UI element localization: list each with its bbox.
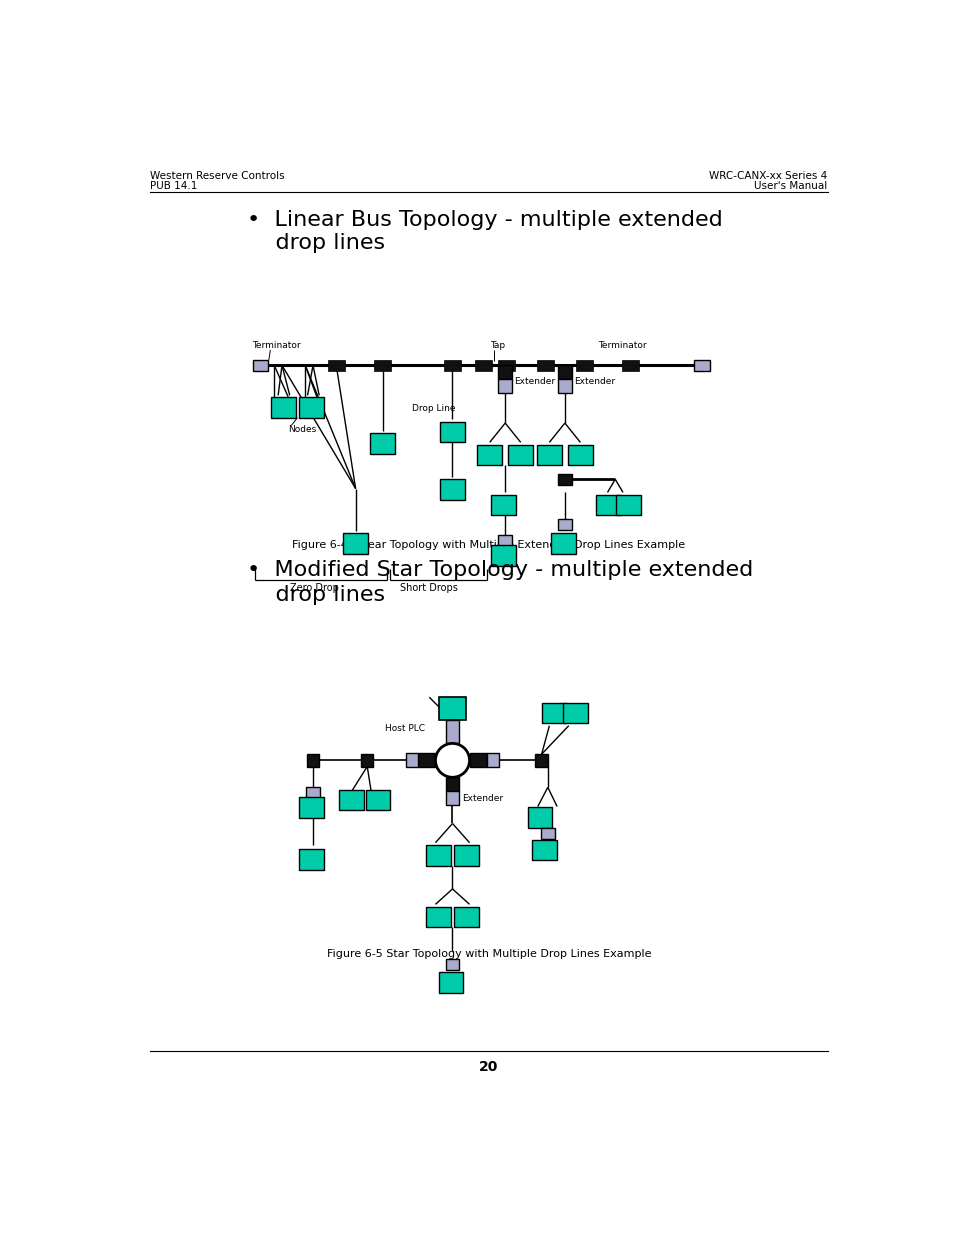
Bar: [271, 396, 295, 417]
Text: Nodes: Nodes: [288, 425, 316, 435]
Text: Drop Line: Drop Line: [412, 404, 456, 412]
Bar: [298, 396, 323, 417]
Bar: [443, 359, 460, 370]
Bar: [439, 479, 464, 500]
Bar: [298, 798, 323, 818]
Text: 20: 20: [478, 1060, 498, 1073]
Text: Terminator: Terminator: [253, 341, 301, 350]
Bar: [454, 845, 478, 866]
Bar: [307, 755, 319, 767]
Bar: [596, 495, 620, 515]
Text: Host PLC: Host PLC: [385, 724, 425, 734]
Text: Terminator: Terminator: [598, 341, 646, 350]
Bar: [454, 906, 478, 927]
Text: Extender: Extender: [461, 794, 502, 803]
Bar: [476, 445, 501, 466]
Bar: [253, 359, 268, 370]
Bar: [558, 520, 571, 530]
Bar: [558, 379, 571, 393]
Bar: [328, 359, 344, 370]
Bar: [426, 845, 451, 866]
Bar: [497, 379, 512, 393]
Bar: [360, 755, 373, 767]
Bar: [469, 753, 486, 767]
Text: •  Linear Bus Topology - multiple extended: • Linear Bus Topology - multiple extende…: [247, 210, 722, 230]
Text: Short Drops: Short Drops: [400, 583, 457, 593]
Bar: [426, 906, 451, 927]
Bar: [418, 753, 435, 767]
Bar: [445, 792, 459, 805]
Bar: [491, 495, 516, 515]
Text: User's Manual: User's Manual: [754, 182, 827, 191]
Bar: [558, 366, 571, 379]
Bar: [370, 433, 395, 454]
Bar: [558, 474, 571, 484]
Bar: [535, 755, 547, 767]
Bar: [497, 535, 512, 546]
Bar: [537, 359, 554, 370]
Bar: [694, 359, 709, 370]
Text: WRC-CANX-xx Series 4: WRC-CANX-xx Series 4: [709, 172, 827, 182]
Bar: [562, 703, 587, 724]
Bar: [374, 359, 391, 370]
Bar: [438, 698, 466, 720]
Bar: [406, 753, 418, 767]
Bar: [621, 359, 639, 370]
Bar: [486, 753, 498, 767]
Bar: [537, 445, 561, 466]
Bar: [550, 534, 575, 555]
Bar: [508, 445, 533, 466]
Bar: [339, 789, 364, 810]
Bar: [532, 840, 557, 861]
Bar: [298, 848, 323, 869]
Text: PUB 14.1: PUB 14.1: [150, 182, 197, 191]
Text: Extender: Extender: [574, 377, 615, 385]
Text: Western Reserve Controls: Western Reserve Controls: [150, 172, 285, 182]
Bar: [616, 495, 640, 515]
Text: Figure 6-4 Linear Topology with Multiple Extended Drop Lines Example: Figure 6-4 Linear Topology with Multiple…: [292, 540, 685, 550]
Text: drop lines: drop lines: [247, 233, 385, 253]
Bar: [438, 972, 463, 993]
Text: Figure 6-5 Star Topology with Multiple Drop Lines Example: Figure 6-5 Star Topology with Multiple D…: [326, 948, 651, 960]
Bar: [343, 534, 368, 555]
Bar: [445, 777, 459, 792]
Text: •  Modified Star Topology - multiple extended: • Modified Star Topology - multiple exte…: [247, 561, 753, 580]
Bar: [445, 720, 459, 743]
Bar: [575, 359, 592, 370]
Bar: [540, 829, 555, 839]
Bar: [491, 545, 516, 566]
Bar: [541, 703, 566, 724]
Bar: [527, 808, 552, 829]
Bar: [497, 359, 515, 370]
Circle shape: [435, 743, 469, 777]
Bar: [475, 359, 492, 370]
Text: Tap: Tap: [490, 341, 505, 350]
Text: Extender: Extender: [514, 377, 555, 385]
Bar: [439, 421, 464, 442]
Bar: [445, 960, 459, 969]
Text: Zero Drop: Zero Drop: [290, 583, 338, 593]
Text: drop lines: drop lines: [247, 585, 385, 605]
Bar: [567, 445, 592, 466]
Bar: [497, 366, 512, 379]
Bar: [365, 789, 390, 810]
Bar: [306, 787, 319, 798]
